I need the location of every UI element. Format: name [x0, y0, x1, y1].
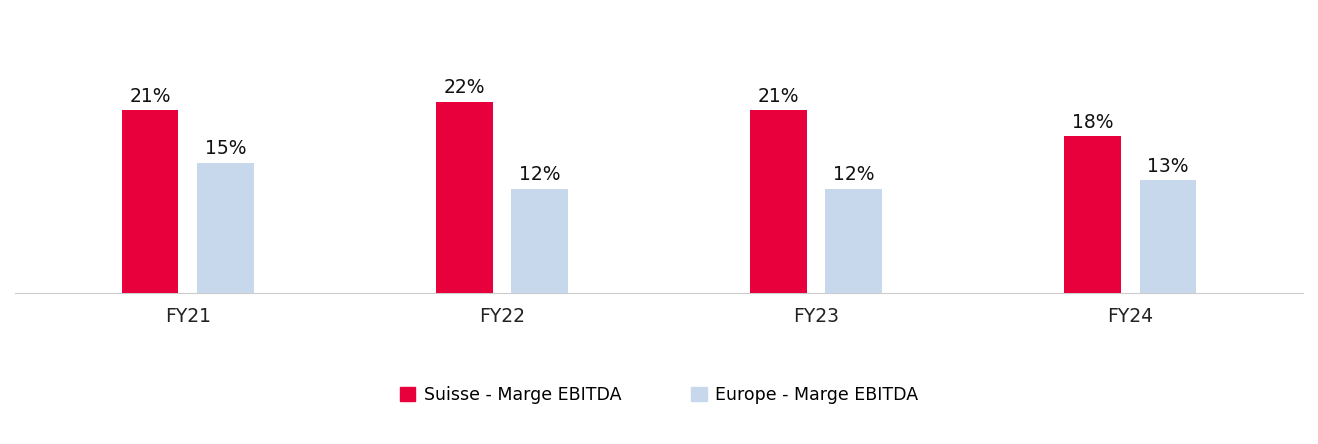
Bar [436, 102, 493, 293]
Bar [511, 189, 568, 293]
Text: 12%: 12% [519, 165, 560, 184]
Text: 15%: 15% [204, 139, 246, 158]
Bar [198, 163, 254, 293]
Bar [1064, 136, 1120, 293]
Text: 21%: 21% [129, 87, 171, 106]
Text: 22%: 22% [443, 79, 485, 97]
Text: 21%: 21% [758, 87, 799, 106]
Legend: Suisse - Marge EBITDA, Europe - Marge EBITDA: Suisse - Marge EBITDA, Europe - Marge EB… [393, 379, 925, 411]
Text: 13%: 13% [1147, 157, 1189, 175]
Bar [121, 111, 178, 293]
Text: 12%: 12% [833, 165, 875, 184]
Bar [750, 111, 807, 293]
Text: 18%: 18% [1072, 113, 1114, 132]
Bar [1140, 180, 1197, 293]
Bar [825, 189, 882, 293]
